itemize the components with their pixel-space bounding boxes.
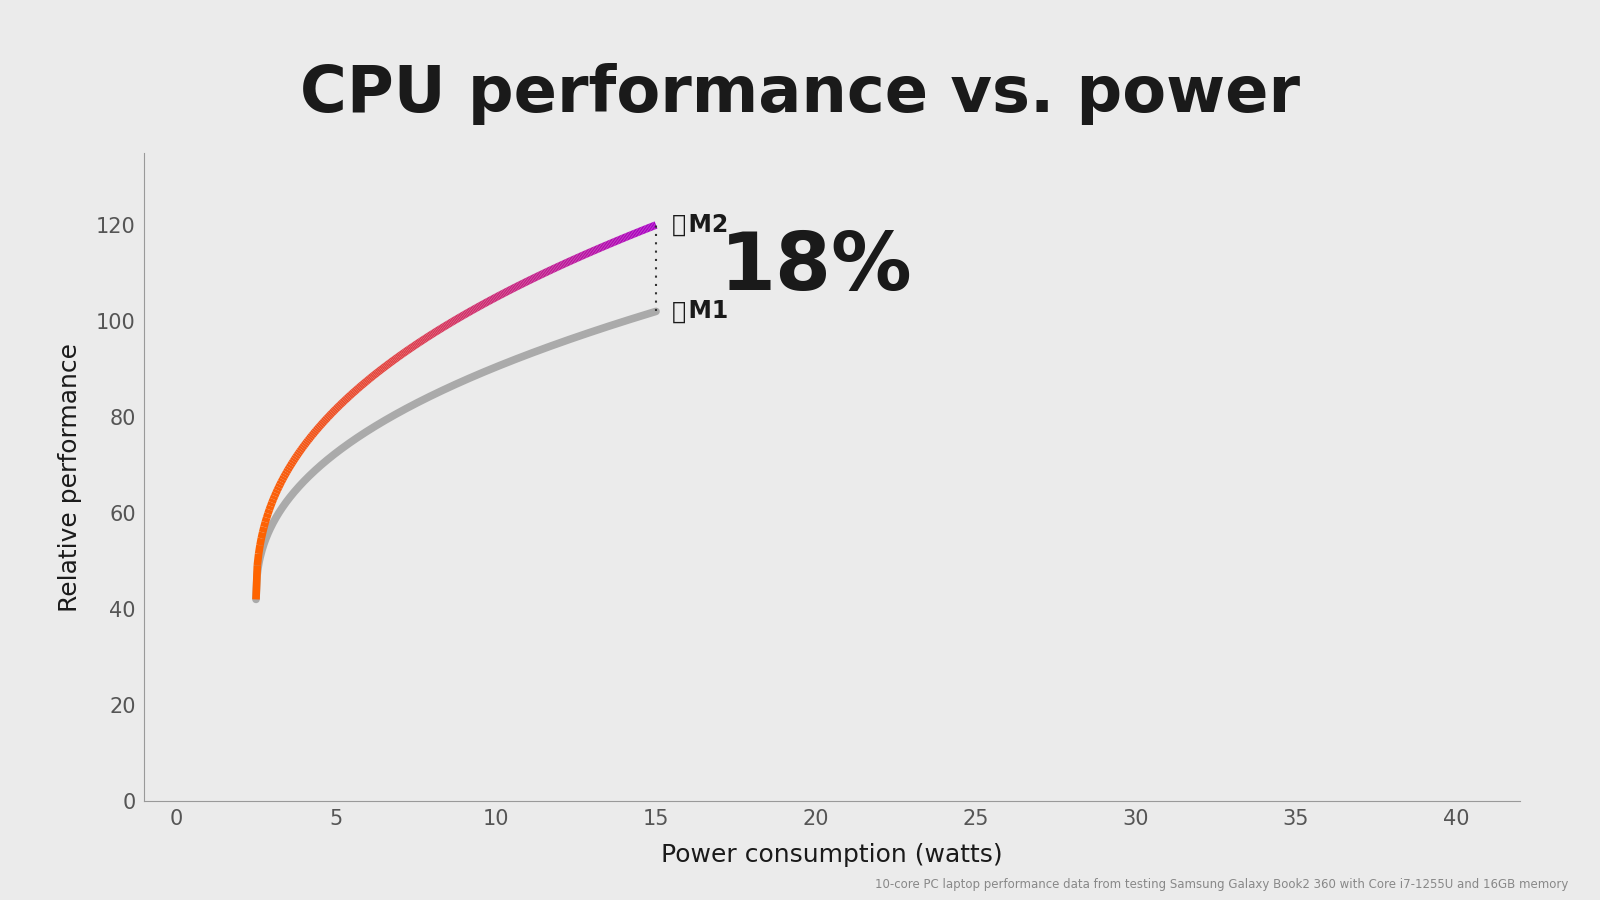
Text: M2: M2 <box>672 213 728 237</box>
Text: 10-core PC laptop performance data from testing Samsung Galaxy Book2 360 with Co: 10-core PC laptop performance data from … <box>875 878 1568 891</box>
Text: :  <box>672 300 686 323</box>
Y-axis label: Relative performance: Relative performance <box>58 343 82 611</box>
Text: :  <box>672 213 686 237</box>
Text: CPU performance vs. power: CPU performance vs. power <box>301 63 1299 125</box>
X-axis label: Power consumption (watts): Power consumption (watts) <box>661 843 1003 868</box>
Text: 18%: 18% <box>720 230 912 307</box>
Text: M1: M1 <box>672 300 728 323</box>
